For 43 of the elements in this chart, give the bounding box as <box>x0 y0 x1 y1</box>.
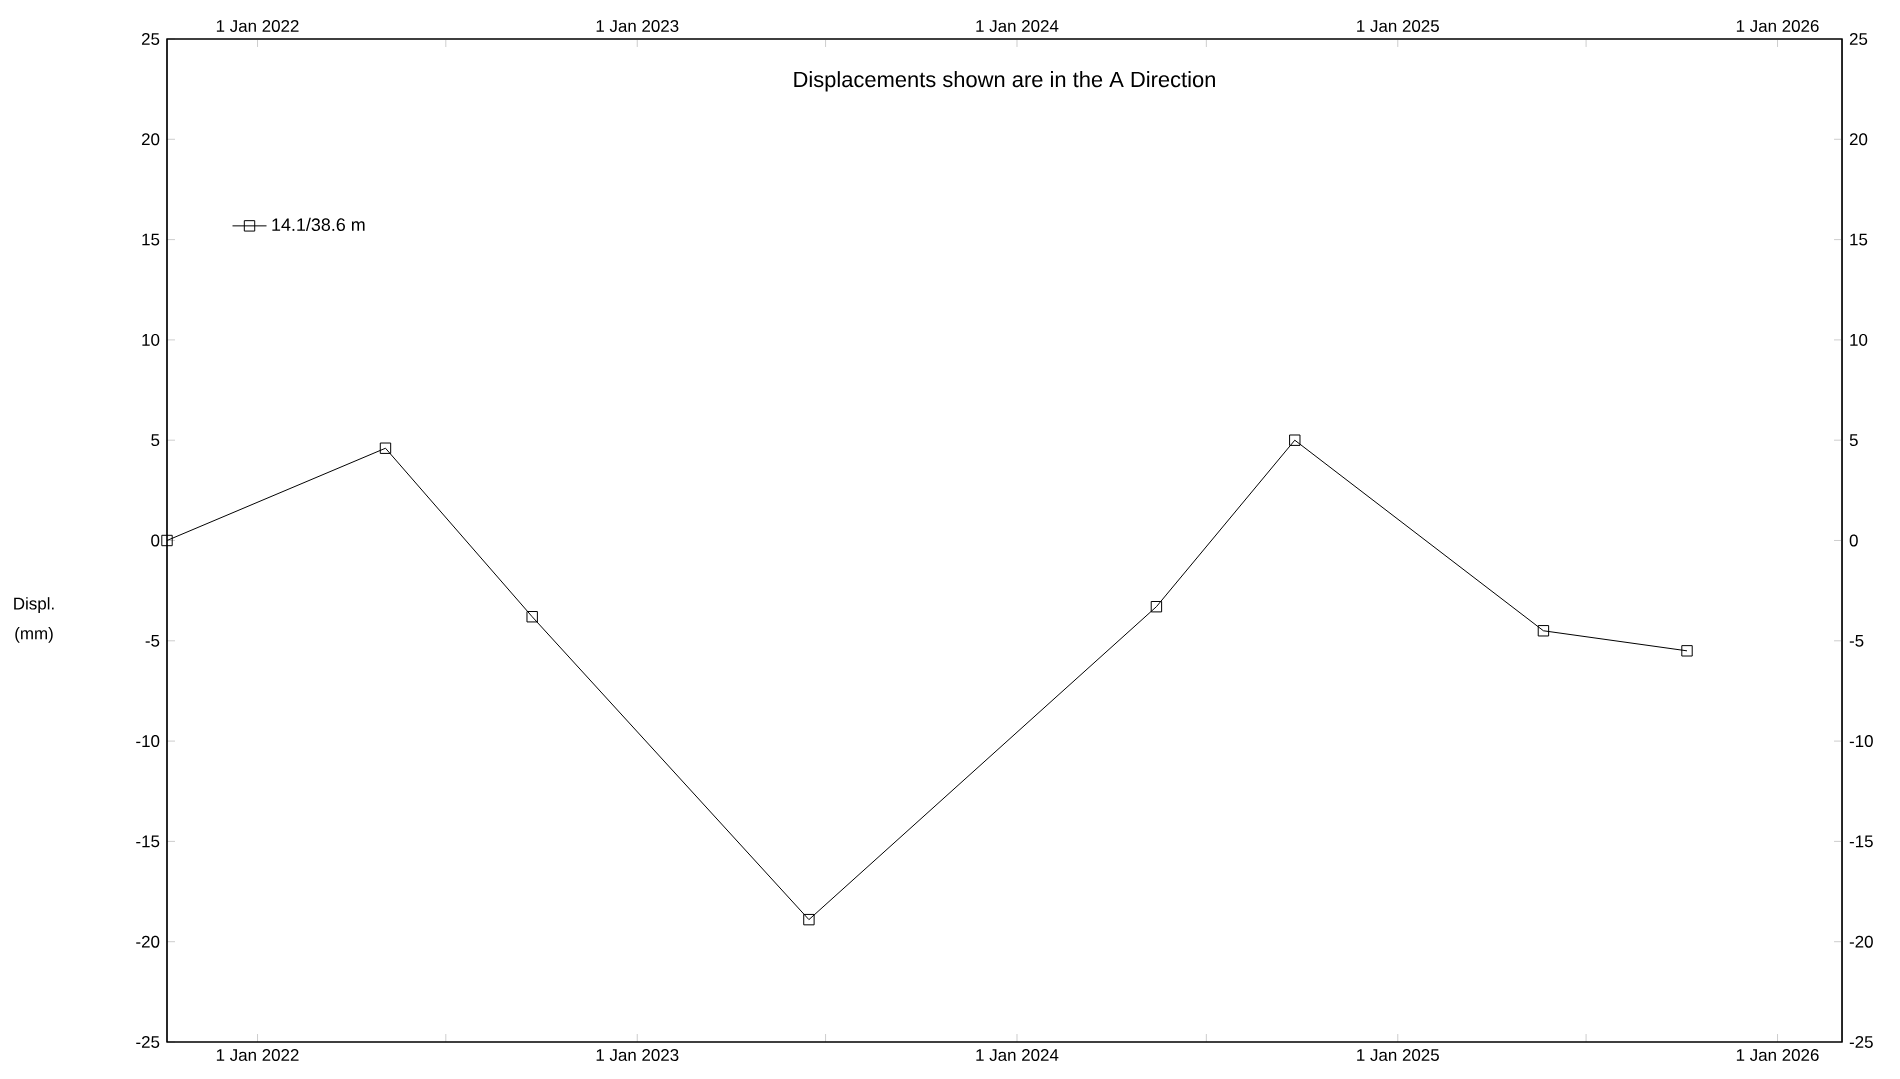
x2-tick-label: 1 Jan 2025 <box>1357 1049 1439 1062</box>
x2-tick-label: 1 Jan 2023 <box>596 1049 679 1062</box>
y-tick-label: -10 <box>136 735 160 748</box>
y-axis-title: Displ. (mm) <box>14 597 54 643</box>
y2-tick-label: -15 <box>1849 835 1873 848</box>
y2-tick-label: -10 <box>1849 735 1873 748</box>
y2-tick-label: 15 <box>1850 233 1868 246</box>
y-tick-label: -5 <box>145 634 160 647</box>
y-tick-label: 15 <box>142 233 160 246</box>
point <box>1150 600 1163 613</box>
y-tick-label: -20 <box>136 935 160 948</box>
x2-tick-label: 1 Jan 2026 <box>1736 1049 1819 1062</box>
y2-tick-label: 10 <box>1850 333 1868 346</box>
y-tick-label: 0 <box>151 534 160 547</box>
y2-tick-label: -20 <box>1849 935 1873 948</box>
y2-tick-label: 20 <box>1849 133 1868 146</box>
y2-tick-label: 0 <box>1849 534 1858 547</box>
point <box>1537 625 1550 637</box>
legend-label: 14.1/38.6 m <box>272 217 365 232</box>
point <box>803 913 815 926</box>
x-tick-label: 1 Jan 2025 <box>1357 19 1439 32</box>
x-tick-label: 1 Jan 2022 <box>216 19 299 32</box>
y-tick-label: -25 <box>136 1036 160 1048</box>
x-tick-label: 1 Jan 2023 <box>596 19 679 32</box>
y2-tick-label: -5 <box>1849 634 1864 647</box>
x2-tick-label: 1 Jan 2024 <box>976 1049 1059 1062</box>
x-tick-label: 1 Jan 2026 <box>1736 19 1819 32</box>
y-tick-label: 5 <box>151 434 160 447</box>
y2-tick-label: -25 <box>1849 1036 1873 1048</box>
point <box>526 611 538 623</box>
text: Displacements shown are in the A Direction <box>794 71 1215 92</box>
x-tick-label: 1 Jan 2024 <box>976 19 1059 32</box>
point <box>1289 434 1301 446</box>
point <box>161 534 173 547</box>
y-tick-label: -15 <box>136 835 160 848</box>
y-tick-label: 10 <box>142 333 160 346</box>
point <box>1681 645 1693 657</box>
point <box>379 442 392 454</box>
x2-tick-label: 1 Jan 2022 <box>216 1049 299 1062</box>
y2-tick-label: 5 <box>1849 434 1858 447</box>
y-tick-label: 20 <box>141 133 160 146</box>
y2-tick-label: 25 <box>1849 33 1868 45</box>
y-tick-label: 25 <box>141 33 160 45</box>
